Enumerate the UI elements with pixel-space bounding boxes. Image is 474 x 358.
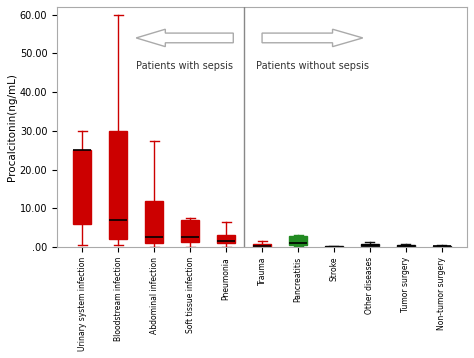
Text: Patients with sepsis: Patients with sepsis bbox=[136, 61, 233, 71]
PathPatch shape bbox=[397, 245, 415, 247]
PathPatch shape bbox=[325, 246, 343, 247]
PathPatch shape bbox=[109, 131, 127, 240]
Polygon shape bbox=[136, 29, 233, 47]
Polygon shape bbox=[262, 29, 363, 47]
PathPatch shape bbox=[217, 236, 235, 243]
PathPatch shape bbox=[253, 244, 271, 247]
Text: Patients without sepsis: Patients without sepsis bbox=[256, 61, 369, 71]
PathPatch shape bbox=[181, 220, 199, 242]
Y-axis label: Procalcitonin(ng/mL): Procalcitonin(ng/mL) bbox=[7, 73, 17, 181]
PathPatch shape bbox=[433, 246, 451, 247]
PathPatch shape bbox=[289, 236, 307, 245]
PathPatch shape bbox=[73, 150, 91, 224]
PathPatch shape bbox=[361, 243, 379, 246]
PathPatch shape bbox=[145, 200, 163, 243]
